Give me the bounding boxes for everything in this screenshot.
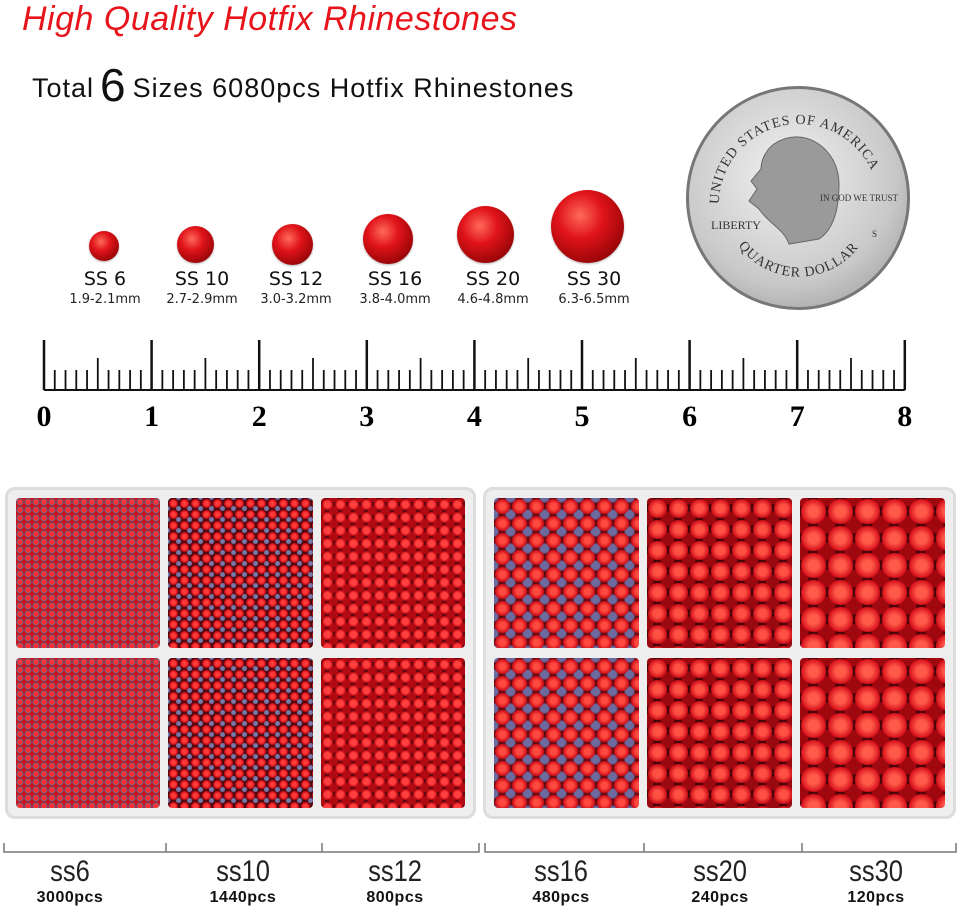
size-label: SS 12 3.0-3.2mm bbox=[260, 268, 332, 307]
ruler-label: 3 bbox=[359, 400, 374, 433]
compartment-ss20 bbox=[647, 658, 792, 808]
svg-text:QUARTER DOLLAR: QUARTER DOLLAR bbox=[735, 239, 862, 281]
count-label: ss6 3000pcs bbox=[36, 855, 104, 906]
rhinestone-ss6 bbox=[89, 231, 119, 261]
headline: High Quality Hotfix Rhinestones bbox=[22, 0, 518, 38]
compartment-ss30 bbox=[800, 658, 945, 808]
coin-motto: IN GOD WE TRUST bbox=[820, 193, 898, 203]
ruler-label: 4 bbox=[467, 400, 482, 433]
coin-liberty: LIBERTY bbox=[711, 218, 761, 232]
count-label: ss12 800pcs bbox=[366, 855, 424, 906]
compartment-ss12 bbox=[320, 498, 465, 648]
subtitle-pre: Total bbox=[32, 73, 95, 103]
compartment-ss6 bbox=[16, 498, 161, 648]
compartment-ss30 bbox=[800, 498, 945, 648]
storage-box-left bbox=[5, 487, 476, 819]
compartment-ss12 bbox=[320, 658, 465, 808]
rhinestone-ss30 bbox=[551, 190, 624, 263]
ruler-label: 7 bbox=[790, 400, 805, 433]
count-label: ss10 1440pcs bbox=[209, 855, 277, 906]
compartment-ss10 bbox=[168, 658, 313, 808]
ruler-label: 6 bbox=[682, 400, 697, 433]
subtitle-count: 6 bbox=[100, 59, 127, 111]
ruler-label: 2 bbox=[252, 400, 267, 433]
rhinestone-ss20 bbox=[457, 206, 514, 263]
count-label: ss16 480pcs bbox=[532, 855, 590, 906]
storage-box-right bbox=[483, 487, 956, 819]
compartment-ss6 bbox=[16, 658, 161, 808]
size-label: SS 10 2.7-2.9mm bbox=[166, 268, 238, 307]
compartment-ss16 bbox=[494, 658, 639, 808]
count-label: ss20 240pcs bbox=[691, 855, 749, 906]
coin-mint: S bbox=[872, 229, 877, 239]
compartment-ss10 bbox=[168, 498, 313, 648]
rhinestone-ss10 bbox=[177, 226, 214, 263]
compartment-ss16 bbox=[494, 498, 639, 648]
size-label: SS 16 3.8-4.0mm bbox=[359, 268, 431, 307]
quarter-coin: UNITED STATES OF AMERICA QUARTER DOLLAR … bbox=[686, 86, 910, 310]
ruler-label: 8 bbox=[897, 400, 912, 433]
count-label: ss30 120pcs bbox=[847, 855, 905, 906]
compartment-ss20 bbox=[647, 498, 792, 648]
size-label: SS 30 6.3-6.5mm bbox=[558, 268, 630, 307]
subheadline: Total 6 Sizes 6080pcs Hotfix Rhinestones bbox=[32, 58, 574, 112]
rhinestone-ss16 bbox=[363, 214, 413, 264]
coin-bottom-text: QUARTER DOLLAR bbox=[735, 239, 861, 281]
subtitle-post: Sizes 6080pcs Hotfix Rhinestones bbox=[132, 73, 575, 103]
size-label: SS 6 1.9-2.1mm bbox=[69, 268, 141, 307]
bracket-lines bbox=[3, 843, 957, 853]
ruler: 0 1 2 3 4 5 6 7 8 bbox=[37, 340, 912, 433]
size-label: SS 20 4.6-4.8mm bbox=[457, 268, 529, 307]
ruler-label: 0 bbox=[37, 400, 52, 433]
ruler-label: 5 bbox=[575, 400, 590, 433]
rhinestone-ss12 bbox=[272, 224, 313, 265]
ruler-label: 1 bbox=[144, 400, 159, 433]
